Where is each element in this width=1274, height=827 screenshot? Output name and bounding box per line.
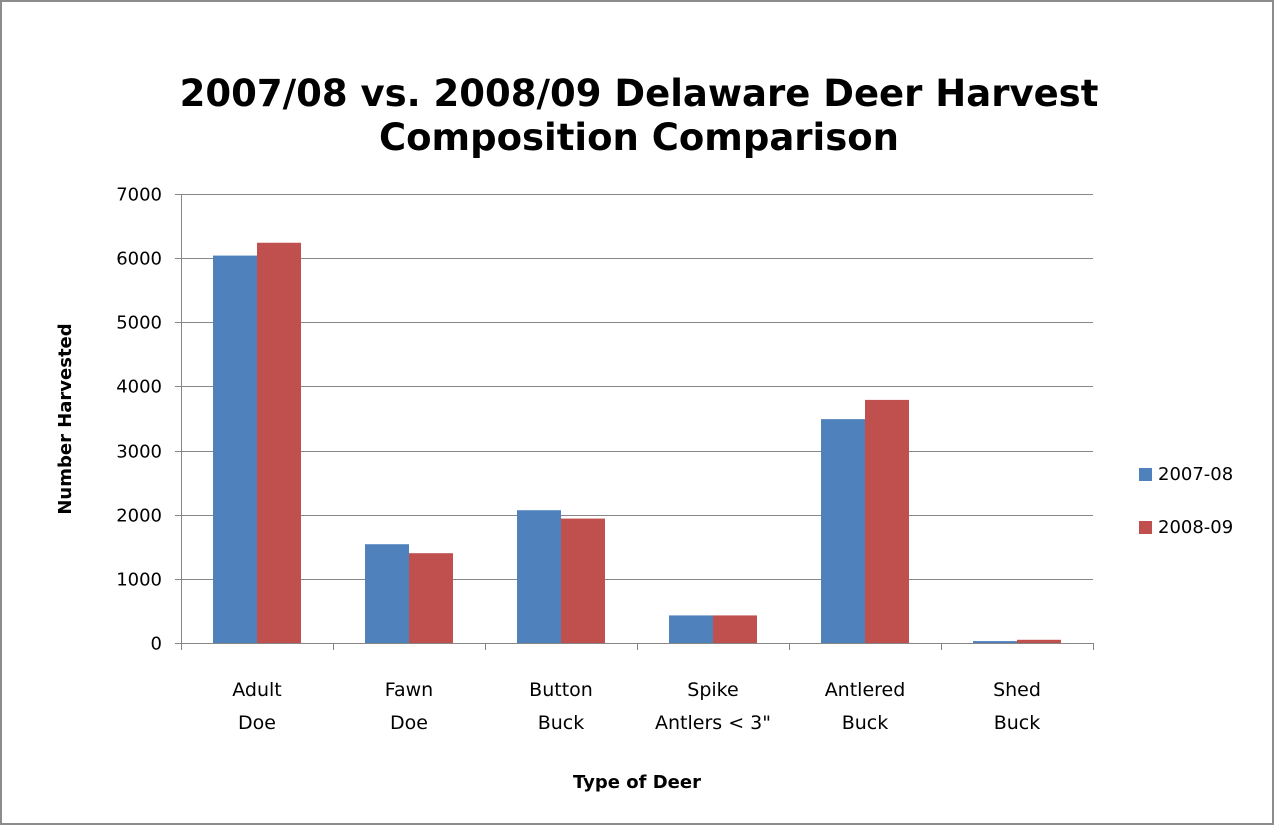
y-tick-label: 2000 <box>116 506 162 527</box>
bar-2008-09-5 <box>1017 639 1061 643</box>
gridlines <box>181 194 1093 580</box>
x-category-labels: Adult Doe Fawn Doe Button Buck Spike Antlers < … <box>232 679 1041 734</box>
chart-title-line-2: Composition Comparison <box>379 116 899 159</box>
y-tick-label: 4000 <box>116 377 162 398</box>
x-category-label: Buck <box>842 712 889 734</box>
x-category-label: Spike <box>687 679 738 701</box>
y-tick-label: 7000 <box>116 185 162 206</box>
bar-2008-09-2 <box>561 518 605 643</box>
y-tick-label: 1000 <box>116 570 162 591</box>
bar-2008-09-0 <box>257 242 301 643</box>
bars <box>213 242 1061 643</box>
x-axis-title: Type of Deer <box>573 772 701 793</box>
chart-title-line-1: 2007/08 vs. 2008/09 Delaware Deer Harves… <box>180 72 1099 115</box>
bar-2007-08-3 <box>669 615 713 643</box>
x-category-label: Adult <box>232 679 282 701</box>
y-tick-label: 6000 <box>116 249 162 270</box>
bar-2008-09-4 <box>865 399 909 643</box>
x-category-label: Antlers < 3" <box>655 712 771 734</box>
legend-label: 2007-08 <box>1158 464 1233 485</box>
y-tick-label: 0 <box>151 634 162 655</box>
legend: 2007-08 2008-09 <box>1139 464 1233 538</box>
legend-label: 2008-09 <box>1158 517 1233 538</box>
bar-2008-09-1 <box>409 553 453 643</box>
y-tick-label: 3000 <box>116 442 162 463</box>
bar-2007-08-0 <box>213 255 257 643</box>
x-category-label: Doe <box>238 712 276 734</box>
x-category-label: Button <box>529 679 593 701</box>
bar-2008-09-3 <box>713 615 757 643</box>
y-tick-labels: 0 1000 2000 3000 4000 5000 6000 7000 <box>116 185 162 655</box>
x-category-label: Fawn <box>385 679 433 701</box>
x-category-label: Buck <box>994 712 1041 734</box>
legend-swatch-2008-09 <box>1139 521 1152 534</box>
x-category-label: Doe <box>390 712 428 734</box>
legend-swatch-2007-08 <box>1139 468 1152 481</box>
bar-2007-08-5 <box>973 641 1017 643</box>
x-category-label: Antlered <box>825 679 906 701</box>
y-tick-label: 5000 <box>116 313 162 334</box>
x-category-label: Buck <box>538 712 585 734</box>
x-category-label: Shed <box>993 679 1041 701</box>
bar-2007-08-2 <box>517 510 561 643</box>
y-axis-title: Number Harvested <box>55 323 76 514</box>
bar-2007-08-4 <box>821 419 865 643</box>
axes <box>175 194 1094 650</box>
bar-2007-08-1 <box>365 544 409 643</box>
